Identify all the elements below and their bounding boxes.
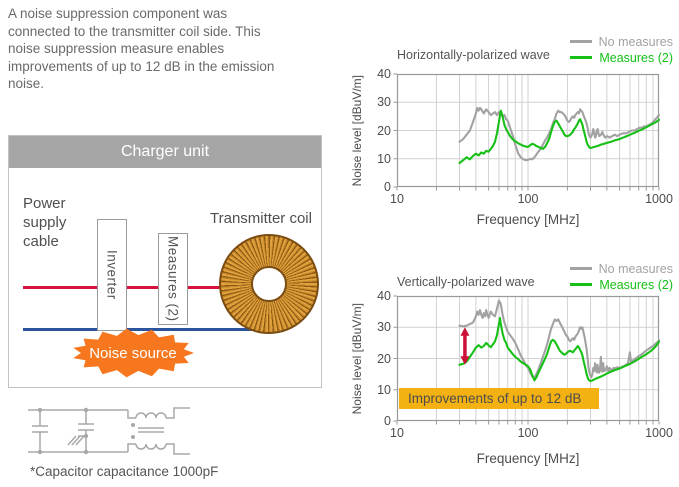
y-tick-label: 20 [377,351,391,366]
plot-area [393,73,661,191]
y-tick-label: 40 [377,289,391,303]
power-wire-live [23,286,261,289]
legend-label-measures: Measures (2) [599,51,673,65]
chart-title: Horizontally-polarized wave [397,48,550,62]
legend-item: Measures (2) [570,50,673,66]
y-tick-label: 20 [377,123,391,138]
legend-swatch-measures [570,283,593,287]
starburst-shape [73,328,194,378]
x-tick-label: 1000 [645,192,673,206]
charger-unit-diagram: Charger unit Power supply cable Inverter… [8,135,322,388]
legend-swatch-measures [570,56,593,60]
x-axis-label: Frequency [MHz] [476,212,580,227]
y-tick-label: 10 [377,382,391,397]
inverter-label: Inverter [104,250,120,300]
chart-title: Vertically-polarized wave [397,275,535,289]
power-supply-cable-label: Power supply cable [23,195,67,250]
y-tick-label: 10 [377,151,391,166]
measures-label: Measures (2) [165,236,181,322]
y-tick-label: 30 [377,95,391,110]
inverter-block: Inverter [97,219,127,331]
legend-swatch-no-measures [569,40,592,44]
legend-item: No measures [569,261,673,277]
improvement-callout: Improvements of up to 12 dB [399,388,599,409]
measures-block: Measures (2) [158,233,188,325]
legend-swatch-no-measures [569,267,592,271]
emi-filter-schematic [28,407,190,455]
y-tick-label: 40 [377,67,391,81]
x-tick-label: 100 [517,426,539,440]
legend-label-no-measures: No measures [598,262,673,276]
power-wire-return [23,328,261,331]
legend-label-measures: Measures (2) [599,278,673,292]
transmitter-coil [219,234,319,334]
chart-horizontal: No measures Measures (2) Horizontally-po… [340,28,679,233]
y-tick-label: 30 [377,320,391,335]
charger-header: Charger unit [9,136,321,168]
legend-item: No measures [569,34,673,50]
charger-body: Power supply cable Inverter Measures (2)… [9,168,321,387]
noise-source-label: Noise source [89,344,177,362]
y-tick-label: 0 [384,180,391,194]
noise-source-burst: Noise source [71,328,195,378]
x-tick-label: 10 [390,426,404,440]
schematic-caption: *Capacitor capacitance 1000pF [30,464,219,479]
legend: No measures Measures (2) [569,261,673,293]
transmitter-coil-label: Transmitter coil [210,210,312,227]
x-axis-label: Frequency [MHz] [476,451,580,466]
intro-text: A noise suppression component was connec… [8,6,275,91]
x-tick-label: 1000 [645,426,673,440]
y-tick-label: 0 [384,414,391,428]
x-tick-label: 10 [390,192,404,206]
x-tick-label: 100 [517,192,539,206]
legend: No measures Measures (2) [569,34,673,66]
chart-vertical: No measures Measures (2) Vertically-pola… [340,255,679,487]
legend-item: Measures (2) [570,277,673,293]
legend-label-no-measures: No measures [598,35,673,49]
